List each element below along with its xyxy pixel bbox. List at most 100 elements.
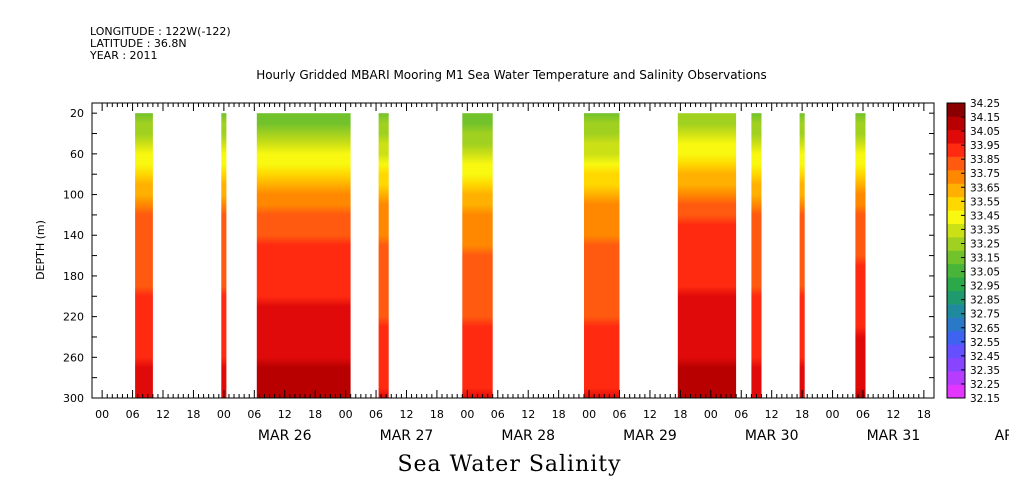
salinity-block: [135, 113, 153, 398]
x-day-label: MAR 31: [867, 428, 921, 444]
x-hour-tick-label: 12: [521, 408, 535, 421]
x-hour-tick-label: 12: [278, 408, 292, 421]
x-hour-tick-label: 18: [795, 408, 809, 421]
colorbar-swatch: [947, 196, 965, 211]
colorbar-swatch: [947, 223, 965, 238]
x-axis: 00 06 12 18 00 06 12 18 00 06 12 18 00 06 12 18 00 06 12 18…: [95, 103, 1009, 444]
colorbar-label: 33.45: [970, 210, 1000, 222]
plot-frame: [91, 102, 935, 399]
salinity-block: [855, 113, 866, 398]
chart-subtitle: Sea Water Salinity: [397, 452, 622, 477]
salinity-block: [378, 113, 389, 398]
colorbar-swatch: [947, 304, 965, 318]
latitude-label: LATITUDE : 36.8N: [90, 37, 187, 50]
salinity-block: [256, 113, 351, 398]
x-hour-tick-label: 00: [704, 408, 718, 421]
colorbar-swatch: [947, 384, 965, 399]
colorbar-label: 34.05: [970, 126, 1000, 138]
y-tick-label: 220: [63, 311, 84, 324]
colorbar-swatch: [947, 263, 965, 278]
y-axis-label: DEPTH (m): [34, 220, 47, 280]
salinity-block: [751, 113, 762, 398]
colorbar-swatch: [947, 103, 965, 117]
colorbar-label: 33.65: [970, 182, 1000, 194]
x-day-label: MAR 28: [501, 428, 555, 444]
colorbar-label: 32.25: [970, 379, 1000, 391]
x-hour-tick-label: 18: [917, 408, 931, 421]
colorbar-label: 33.55: [970, 196, 1000, 208]
salinity-block: [799, 113, 805, 398]
colorbar-label: 32.45: [970, 351, 1000, 363]
colorbar-label: 34.25: [970, 98, 1000, 110]
colorbar-swatch: [947, 156, 965, 171]
colorbar-swatch: [947, 129, 965, 144]
colorbar-label: 33.75: [970, 168, 1000, 180]
y-axis: 20 60 100 140 180 220 260 300: [63, 107, 934, 405]
y-tick-label: 260: [63, 351, 84, 364]
x-hour-tick-label: 18: [186, 408, 200, 421]
colorbar-label: 32.95: [970, 281, 1000, 293]
x-hour-tick-label: 00: [460, 408, 474, 421]
colorbar-swatch: [947, 357, 965, 372]
x-hour-tick-label: 06: [369, 408, 383, 421]
colorbar-swatch: [947, 210, 965, 224]
x-hour-tick-label: 18: [308, 408, 322, 421]
x-hour-tick-label: 06: [734, 408, 748, 421]
colorbar-swatch: [947, 344, 965, 359]
x-hour-tick-label: 00: [217, 408, 231, 421]
x-hour-tick-label: 06: [613, 408, 627, 421]
colorbar-label: 32.85: [970, 295, 1000, 307]
colorbar-frame: [946, 102, 966, 399]
colorbar-swatch: [947, 277, 965, 292]
year-label: YEAR : 2011: [90, 49, 158, 62]
colorbar-label: 32.15: [970, 393, 1000, 405]
x-hour-tick-label: 06: [247, 408, 261, 421]
y-tick-label: 300: [63, 392, 84, 405]
x-hour-tick-label: 12: [643, 408, 657, 421]
colorbar-label: 33.05: [970, 267, 1000, 279]
colorbar-label: 33.95: [970, 140, 1000, 152]
y-tick-label: 60: [70, 148, 84, 161]
x-day-label: MAR 29: [623, 428, 677, 444]
y-tick-label: 100: [63, 189, 84, 202]
x-hour-tick-label: 18: [430, 408, 444, 421]
colorbar-label: 32.55: [970, 337, 1000, 349]
x-hour-tick-label: 00: [339, 408, 353, 421]
x-hour-tick-label: 06: [491, 408, 505, 421]
longitude-label: LONGITUDE : 122W(-122): [90, 25, 231, 38]
salinity-block: [677, 113, 737, 398]
colorbar-swatch: [947, 116, 965, 131]
salinity-block: [584, 113, 620, 398]
x-day-label: MAR 30: [745, 428, 799, 444]
colorbar-label: 34.15: [970, 112, 1000, 124]
x-day-label: APR 1: [995, 428, 1009, 444]
colorbar-swatch: [947, 143, 965, 157]
x-hour-tick-label: 00: [582, 408, 596, 421]
y-tick-label: 20: [70, 107, 84, 120]
x-hour-tick-label: 18: [673, 408, 687, 421]
colorbar-label: 32.35: [970, 365, 1000, 377]
colorbar-swatch: [947, 317, 965, 332]
colorbar-label: 32.65: [970, 323, 1000, 335]
colorbar-swatch: [947, 290, 965, 305]
x-day-label: MAR 26: [258, 428, 312, 444]
x-hour-tick-label: 12: [765, 408, 779, 421]
colorbar-swatch: [947, 250, 965, 265]
colorbar-label: 32.75: [970, 309, 1000, 321]
data-blocks: [135, 113, 866, 398]
colorbar-label: 33.15: [970, 253, 1000, 265]
colorbar-label: 33.35: [970, 224, 1000, 236]
colorbar-label: 33.25: [970, 238, 1000, 250]
x-hour-tick-label: 18: [552, 408, 566, 421]
colorbar-label: 33.85: [970, 154, 1000, 166]
x-hour-tick-label: 12: [886, 408, 900, 421]
x-hour-tick-label: 06: [126, 408, 140, 421]
colorbar-swatch: [947, 183, 965, 198]
x-hour-tick-label: 12: [399, 408, 413, 421]
chart-title: Hourly Gridded MBARI Mooring M1 Sea Wate…: [256, 68, 767, 82]
x-hour-tick-label: 00: [95, 408, 109, 421]
x-hour-tick-label: 12: [156, 408, 170, 421]
y-tick-label: 180: [63, 270, 84, 283]
x-hour-tick-label: 00: [826, 408, 840, 421]
